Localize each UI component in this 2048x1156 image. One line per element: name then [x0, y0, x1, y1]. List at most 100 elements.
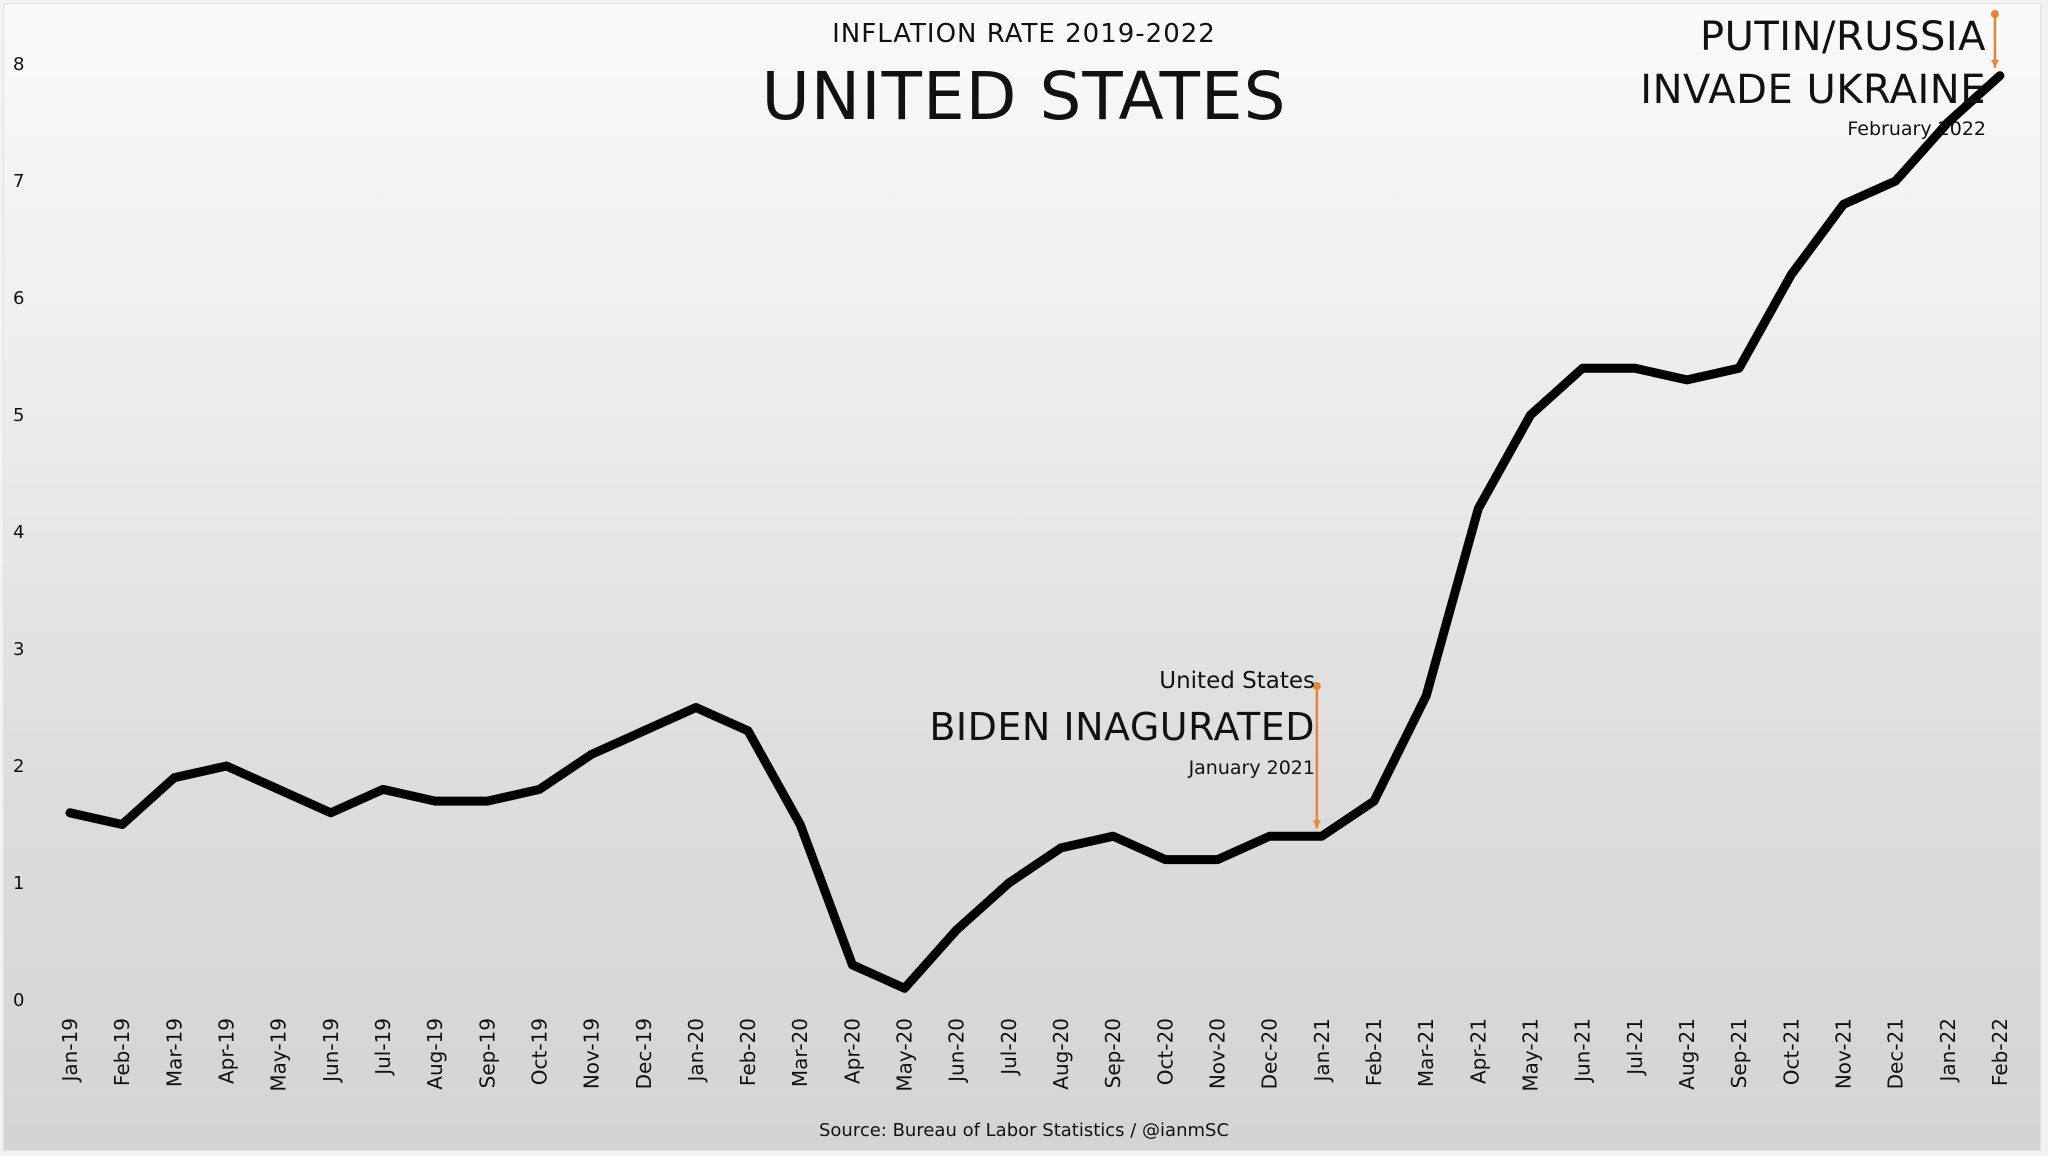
putin-annotation-pointer-arrow	[1990, 59, 1999, 68]
annotation-lines	[1312, 10, 1999, 829]
data-point	[225, 765, 228, 767]
data-point	[1790, 273, 1793, 276]
x-axis-ticks: Jan-19 Feb-19 Mar-19 Apr-19 May-19 Jun-19 Jul-…	[58, 1018, 2012, 1092]
data-point	[955, 928, 958, 931]
x-tick-label: Sep-21	[1727, 1018, 1751, 1088]
data-point	[642, 729, 645, 732]
x-tick-label: Nov-21	[1831, 1018, 1855, 1089]
data-point	[590, 753, 593, 756]
inflation-series-line	[65, 71, 2005, 993]
x-tick-label: Jan-20	[684, 1018, 708, 1084]
x-tick-label: Jun-21	[1571, 1018, 1595, 1084]
series-group	[65, 71, 2005, 993]
x-tick-label: Aug-21	[1675, 1018, 1699, 1090]
data-point	[1998, 74, 2001, 77]
x-tick-label: Oct-21	[1779, 1018, 1803, 1085]
x-tick-label: Oct-19	[527, 1018, 551, 1085]
x-tick-label: Dec-20	[1258, 1018, 1282, 1089]
x-tick-label: Jan-21	[1310, 1018, 1334, 1084]
x-tick-label: Jun-20	[945, 1018, 969, 1084]
data-point	[381, 788, 384, 791]
data-point	[1946, 121, 1949, 124]
biden-annotation-date: January 2021	[1188, 757, 1315, 779]
x-tick-label: Apr-19	[214, 1018, 238, 1084]
x-tick-label: Feb-21	[1362, 1018, 1386, 1086]
x-tick-label: Jul-19	[371, 1018, 395, 1077]
data-point	[1007, 882, 1010, 884]
y-tick-label: 1	[13, 873, 24, 894]
x-tick-label: Aug-20	[1049, 1018, 1073, 1090]
x-tick-label: Dec-21	[1884, 1018, 1908, 1089]
data-point	[173, 776, 176, 779]
data-point	[277, 788, 280, 791]
data-point	[1581, 367, 1584, 370]
data-point	[1529, 414, 1532, 416]
biden-annotation-pointer-dot	[1312, 682, 1321, 690]
x-tick-label: Feb-22	[1988, 1018, 2012, 1086]
x-tick-label: Dec-19	[632, 1018, 656, 1089]
x-tick-label: May-21	[1518, 1018, 1542, 1092]
biden-annotation-title: BIDEN INAGURATED	[929, 705, 1315, 749]
x-tick-label: Nov-19	[580, 1018, 604, 1089]
y-tick-label: 2	[13, 756, 24, 777]
data-point	[1216, 858, 1219, 861]
y-tick-label: 5	[13, 405, 24, 426]
data-point	[1373, 800, 1375, 803]
data-point	[1268, 835, 1271, 838]
data-point	[486, 800, 489, 803]
data-point	[1060, 846, 1063, 849]
x-tick-label: Jul-20	[997, 1018, 1021, 1077]
x-tick-label: Jan-22	[1936, 1018, 1960, 1084]
x-tick-label: Oct-20	[1153, 1018, 1177, 1085]
data-point	[1112, 835, 1115, 838]
x-tick-label: Jan-19	[58, 1018, 82, 1084]
x-tick-label: Aug-19	[423, 1018, 447, 1090]
data-point	[1842, 203, 1845, 206]
y-tick-label: 8	[13, 54, 24, 75]
data-point	[747, 729, 750, 732]
data-point	[903, 987, 906, 990]
data-point	[329, 811, 332, 814]
x-tick-label: Feb-19	[110, 1018, 134, 1086]
putin-annotation-pointer-dot	[1990, 10, 1999, 18]
data-point	[1425, 694, 1428, 697]
data-point	[434, 800, 437, 803]
data-point	[851, 963, 854, 966]
x-tick-label: May-20	[893, 1018, 917, 1092]
data-point	[538, 788, 541, 791]
y-tick-label: 3	[13, 639, 24, 660]
x-tick-label: May-19	[267, 1018, 291, 1092]
data-point	[1477, 507, 1480, 510]
y-tick-label: 6	[13, 288, 24, 309]
x-tick-label: Mar-21	[1414, 1018, 1438, 1087]
chart-subtitle: INFLATION RATE 2019-2022	[832, 19, 1216, 49]
source-note: Source: Bureau of Labor Statistics / @ia…	[818, 1120, 1230, 1141]
x-tick-label: Sep-20	[1101, 1018, 1125, 1088]
chart-frame	[3, 3, 2041, 1151]
x-tick-label: Feb-20	[736, 1018, 760, 1086]
putin-annotation-date: February 2022	[1847, 118, 1986, 140]
biden-annotation-pointer-arrow	[1312, 820, 1321, 829]
x-tick-label: Mar-20	[788, 1018, 812, 1087]
data-point	[1738, 367, 1741, 370]
putin-annotation-line2: INVADE UKRAINE	[1640, 67, 1986, 113]
x-tick-label: Jul-21	[1623, 1018, 1647, 1077]
y-axis-ticks: 0 1 2 3 4 5 6 7 8	[13, 54, 24, 1011]
data-point	[799, 823, 802, 826]
x-tick-label: Sep-19	[475, 1018, 499, 1088]
data-point	[694, 706, 697, 709]
data-point	[121, 823, 124, 826]
data-point	[1320, 835, 1323, 838]
data-point	[1633, 367, 1636, 370]
y-tick-label: 0	[13, 990, 24, 1011]
putin-annotation-line1: PUTIN/RUSSIA	[1699, 14, 1986, 60]
x-tick-label: Nov-20	[1206, 1018, 1230, 1089]
data-point	[69, 811, 71, 814]
data-point	[1894, 180, 1897, 182]
x-tick-label: Jun-19	[319, 1018, 343, 1084]
x-tick-label: Apr-21	[1466, 1018, 1490, 1084]
x-tick-label: Apr-20	[840, 1018, 864, 1084]
y-tick-label: 4	[13, 522, 24, 543]
biden-annotation-country: United States	[1159, 668, 1315, 694]
